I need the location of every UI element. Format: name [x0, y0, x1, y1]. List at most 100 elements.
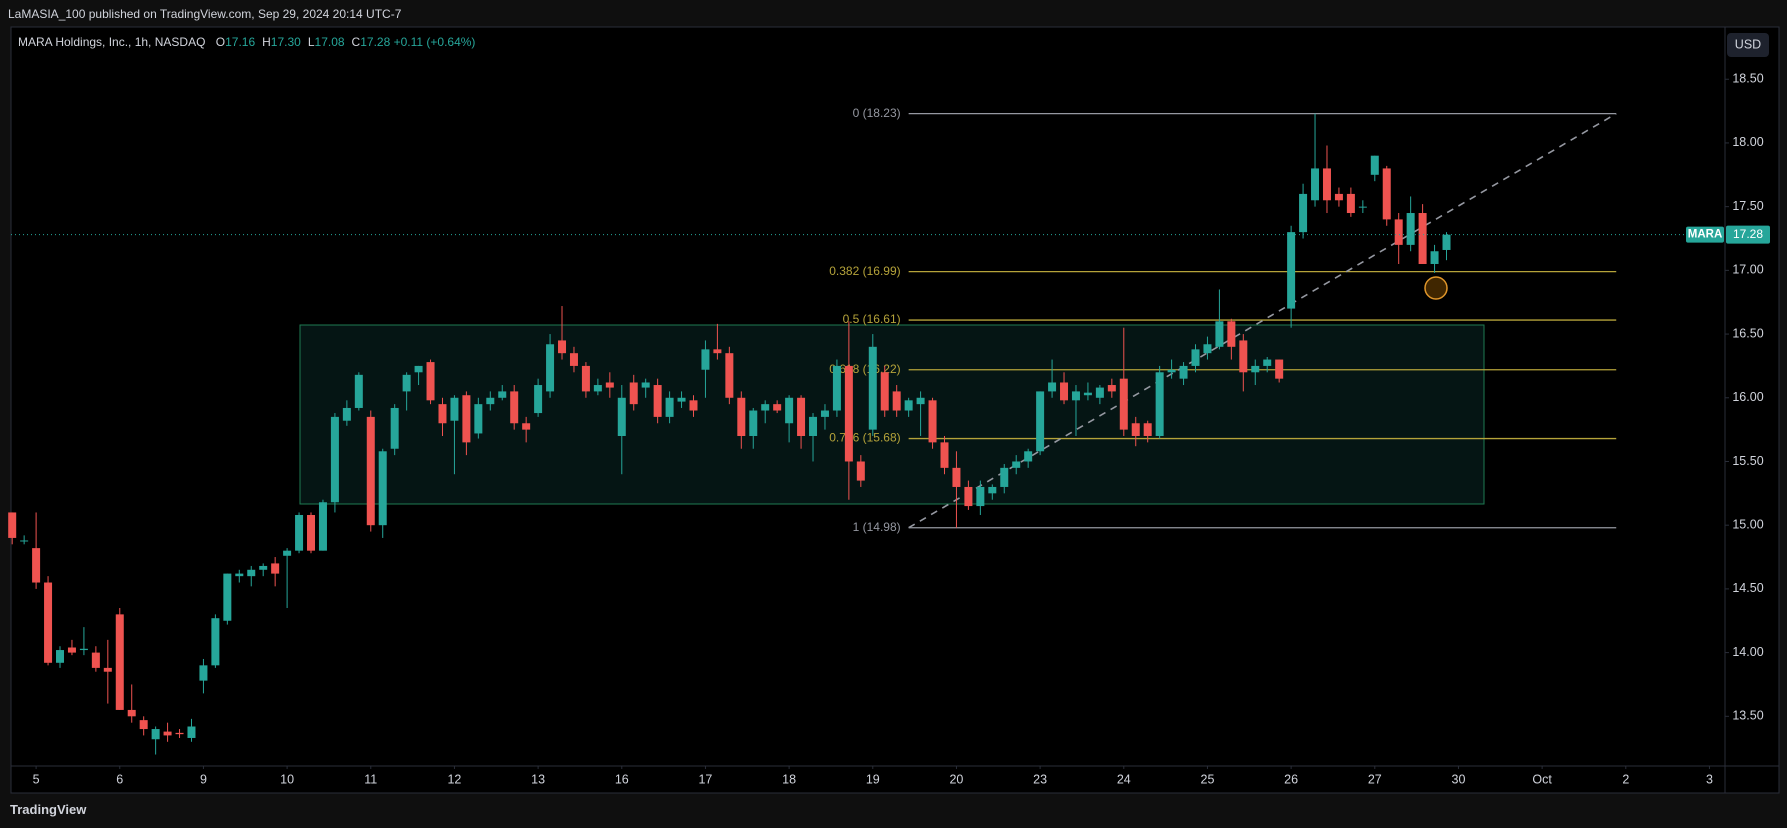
candle-body [581, 365, 590, 392]
candle-body [761, 404, 770, 411]
symbol-badge-label: MARA [1688, 229, 1723, 241]
y-tick-label: 14.50 [1732, 581, 1763, 595]
y-tick-label: 17.50 [1732, 199, 1763, 213]
candle-body [103, 667, 112, 672]
candle-body [402, 374, 411, 392]
candle-body [677, 397, 686, 402]
candle-body [1418, 213, 1427, 264]
candle-body [1311, 168, 1320, 201]
ohlc-fields: O17.16 H17.30 L17.08 C17.28 [209, 35, 394, 49]
y-tick-label: 16.00 [1732, 390, 1763, 404]
candle-body [1442, 234, 1451, 250]
candle-body [1024, 451, 1033, 462]
candle-body [1203, 344, 1212, 354]
candle-body [1191, 349, 1200, 366]
x-tick-label: 10 [280, 772, 294, 786]
candle-body [295, 514, 304, 551]
candle-body [725, 353, 734, 398]
y-tick-label: 14.00 [1732, 645, 1763, 659]
field-value: 17.28 [360, 35, 391, 49]
candle-body [474, 404, 483, 434]
x-tick-label: 24 [1117, 772, 1131, 786]
price-axis [1725, 27, 1779, 793]
price-badge [1726, 225, 1770, 244]
candle-body [20, 540, 29, 542]
candle-body [713, 349, 722, 354]
fib-label: 0.5 (16.61) [843, 312, 901, 326]
candle-body [1119, 378, 1128, 430]
candle-body [653, 385, 662, 417]
candle-body [1406, 213, 1415, 245]
x-tick-label: 3 [1706, 772, 1713, 786]
candle-body [593, 385, 602, 392]
x-tick-label: 9 [200, 772, 207, 786]
candle-body [283, 550, 292, 556]
frame [10, 26, 1780, 794]
candle-body [522, 423, 531, 430]
price-badge-label: 17.28 [1733, 227, 1763, 241]
y-tick-label: 18.50 [1732, 72, 1763, 86]
x-tick-label: 17 [698, 772, 712, 786]
brand: TradingView [10, 802, 86, 817]
candle-body [438, 404, 447, 424]
x-tick-label: 27 [1368, 772, 1382, 786]
candle-body [1179, 365, 1188, 379]
candle-body [940, 442, 949, 468]
candle-body [892, 391, 901, 411]
candle-body [1322, 168, 1331, 201]
candle-body [1095, 387, 1104, 398]
x-tick-label: 5 [33, 772, 40, 786]
candle-body [1287, 232, 1296, 309]
candle-body [223, 573, 232, 621]
candle-body [1251, 365, 1260, 373]
candle-body [916, 397, 925, 405]
x-tick-label: 11 [364, 772, 377, 786]
x-tick-label: 16 [615, 772, 629, 786]
time-axis [11, 766, 1725, 793]
candle-body [880, 372, 889, 411]
candle-body [1299, 193, 1308, 233]
x-tick-label: Oct [1532, 772, 1552, 786]
fib-label: 0.786 (15.68) [829, 431, 900, 445]
candle-body [868, 346, 877, 430]
candle-body [366, 416, 375, 526]
candle-body [844, 365, 853, 462]
candle-body [390, 407, 399, 449]
candle-body [1227, 321, 1236, 347]
candle-body [56, 650, 65, 663]
candle-body [1083, 392, 1092, 396]
candle-body [330, 416, 339, 503]
candle-body [163, 731, 172, 736]
candle-body [1107, 385, 1116, 392]
x-tick-label: 12 [447, 772, 461, 786]
candle-body [414, 365, 423, 373]
candle-body [342, 407, 351, 421]
x-tick-label: 13 [531, 772, 545, 786]
x-tick-label: 25 [1201, 772, 1215, 786]
currency-button[interactable] [1727, 33, 1769, 57]
x-tick-label: 2 [1622, 772, 1629, 786]
candle-body [1275, 359, 1284, 379]
fib-label: 0 (18.23) [853, 106, 901, 120]
y-tick-label: 13.50 [1732, 709, 1763, 723]
candle-body [1430, 251, 1439, 264]
candle-body [605, 382, 614, 388]
range-box [299, 324, 1485, 505]
candle-body [773, 404, 782, 411]
candle-body [151, 729, 160, 740]
candle-body [378, 451, 387, 526]
candle-body [1143, 423, 1152, 436]
candle-body [1263, 359, 1272, 366]
y-tick-label: 15.00 [1732, 517, 1763, 531]
candle-body [749, 410, 758, 436]
candle-body [665, 397, 674, 417]
candle-body [8, 512, 17, 538]
y-tick-label: 18.00 [1732, 135, 1763, 149]
candle-body [1155, 372, 1164, 436]
candle-body [426, 362, 435, 401]
candle-body [175, 732, 184, 735]
candle-body [952, 467, 961, 487]
candle-body [1239, 340, 1248, 373]
candle-body [1215, 321, 1224, 347]
